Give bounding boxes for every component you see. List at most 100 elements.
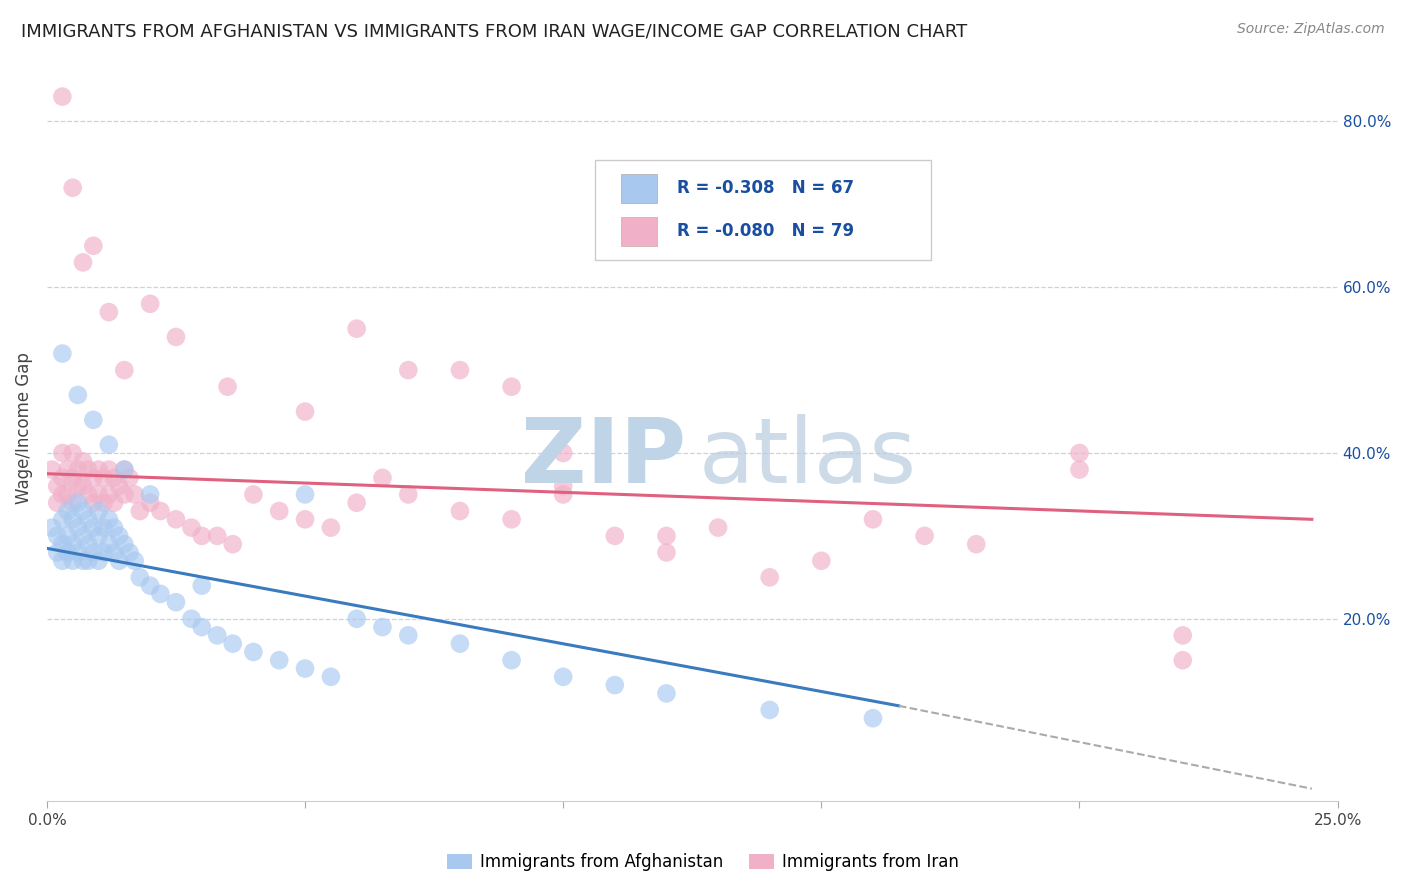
Point xyxy=(222,637,245,651)
FancyBboxPatch shape xyxy=(596,160,931,260)
Point xyxy=(46,479,69,493)
Point xyxy=(112,487,135,501)
Point xyxy=(1171,653,1194,667)
FancyBboxPatch shape xyxy=(621,174,658,202)
Point xyxy=(165,512,187,526)
Point xyxy=(97,305,120,319)
Point xyxy=(108,479,131,493)
Point xyxy=(758,570,780,584)
Point xyxy=(93,545,115,559)
Point xyxy=(242,487,264,501)
Point xyxy=(103,545,125,559)
Point xyxy=(128,504,150,518)
Point xyxy=(51,446,73,460)
Point xyxy=(77,512,100,526)
Point xyxy=(62,180,84,194)
Point xyxy=(396,363,419,377)
Point xyxy=(77,537,100,551)
Point xyxy=(242,645,264,659)
Y-axis label: Wage/Income Gap: Wage/Income Gap xyxy=(15,352,32,504)
Text: ZIP: ZIP xyxy=(520,414,686,502)
Point xyxy=(553,446,575,460)
Point xyxy=(62,496,84,510)
Point xyxy=(501,380,523,394)
Point xyxy=(1069,446,1091,460)
Point xyxy=(319,520,342,534)
Point xyxy=(87,529,110,543)
Point xyxy=(346,321,368,335)
Point xyxy=(77,554,100,568)
Point xyxy=(72,529,94,543)
Point xyxy=(149,587,172,601)
Point xyxy=(103,496,125,510)
Point xyxy=(758,703,780,717)
Point xyxy=(46,529,69,543)
Point xyxy=(93,520,115,534)
Point xyxy=(46,545,69,559)
Point xyxy=(51,512,73,526)
Point xyxy=(191,620,214,634)
Point xyxy=(66,388,89,402)
Point xyxy=(862,711,884,725)
Point xyxy=(51,89,73,103)
Point xyxy=(207,628,229,642)
Point xyxy=(371,471,394,485)
Point xyxy=(108,554,131,568)
Point xyxy=(51,346,73,360)
Text: R = -0.080   N = 79: R = -0.080 N = 79 xyxy=(676,222,853,240)
Point xyxy=(51,487,73,501)
Point xyxy=(51,554,73,568)
Point xyxy=(103,520,125,534)
Point xyxy=(346,612,368,626)
Point xyxy=(97,487,120,501)
Text: Source: ZipAtlas.com: Source: ZipAtlas.com xyxy=(1237,22,1385,37)
Point xyxy=(77,487,100,501)
Point xyxy=(449,363,471,377)
Point xyxy=(62,471,84,485)
Point xyxy=(165,330,187,344)
Point xyxy=(46,496,69,510)
Point xyxy=(97,537,120,551)
Point xyxy=(139,297,162,311)
Point xyxy=(82,496,104,510)
Point xyxy=(1171,628,1194,642)
Point xyxy=(87,462,110,476)
FancyBboxPatch shape xyxy=(621,218,658,245)
Point xyxy=(56,529,79,543)
Point xyxy=(112,537,135,551)
Point xyxy=(810,554,832,568)
Point xyxy=(51,471,73,485)
Point xyxy=(103,471,125,485)
Point xyxy=(41,520,63,534)
Point xyxy=(97,512,120,526)
Point xyxy=(51,537,73,551)
Point xyxy=(72,554,94,568)
Point xyxy=(191,529,214,543)
Point xyxy=(72,255,94,269)
Point xyxy=(56,545,79,559)
Point xyxy=(294,661,316,675)
Point xyxy=(217,380,239,394)
Point xyxy=(269,653,291,667)
Point xyxy=(165,595,187,609)
Point xyxy=(294,512,316,526)
Point xyxy=(269,504,291,518)
Point xyxy=(319,670,342,684)
Legend: Immigrants from Afghanistan, Immigrants from Iran: Immigrants from Afghanistan, Immigrants … xyxy=(439,845,967,880)
Point xyxy=(294,404,316,418)
Text: atlas: atlas xyxy=(699,414,917,502)
Point xyxy=(56,504,79,518)
Point xyxy=(118,471,141,485)
Point xyxy=(707,520,730,534)
Point xyxy=(66,545,89,559)
Point xyxy=(501,512,523,526)
Point xyxy=(603,678,626,692)
Point xyxy=(93,471,115,485)
Point xyxy=(56,462,79,476)
Point xyxy=(66,520,89,534)
Point xyxy=(553,487,575,501)
Point xyxy=(97,438,120,452)
Point xyxy=(66,496,89,510)
Point xyxy=(62,512,84,526)
Point xyxy=(112,462,135,476)
